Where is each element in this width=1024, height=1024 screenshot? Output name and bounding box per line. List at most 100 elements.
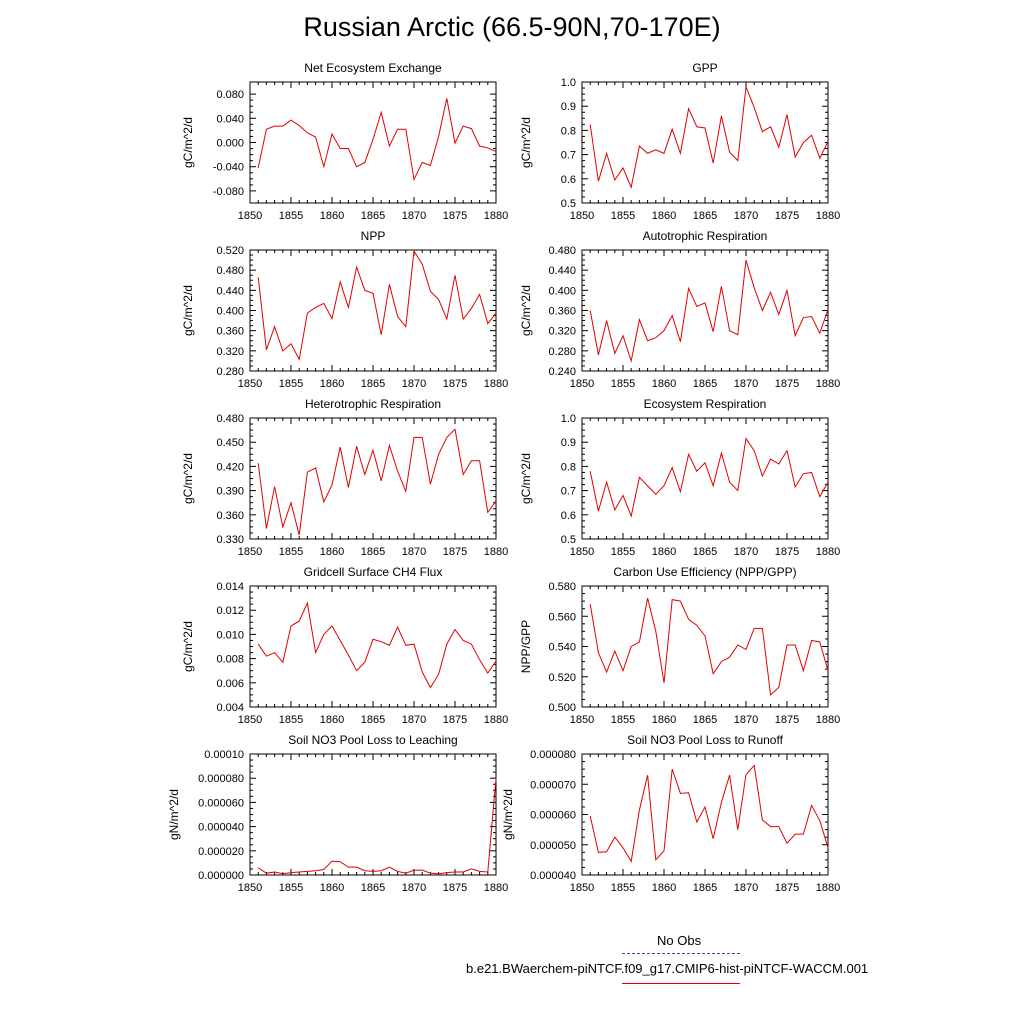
series-line bbox=[589, 259, 829, 363]
x-tick-label: 1865 bbox=[693, 714, 717, 726]
plot-frame bbox=[249, 81, 497, 204]
x-tick-label: 1865 bbox=[693, 378, 717, 390]
chart-panel-1: Net Ecosystem Exchange 1850 1855 1860 1865 18… bbox=[181, 61, 508, 222]
series-line bbox=[589, 86, 829, 189]
x-tick-label: 1865 bbox=[361, 546, 385, 558]
x-tick-label: 1855 bbox=[279, 210, 303, 222]
x-tick-label: 1870 bbox=[402, 546, 426, 558]
x-tick-label: 1865 bbox=[361, 378, 385, 390]
x-tick-label: 1865 bbox=[693, 210, 717, 222]
y-axis-label: gC/m^2/d bbox=[519, 117, 533, 168]
chart-panel-6: Ecosystem Respiration 1850 1855 1860 1865 187… bbox=[519, 397, 840, 558]
x-tick-label: 1860 bbox=[320, 882, 344, 894]
chart-panel-3: NPP 1850 1855 1860 1865 1870 1875 1880 0.280 0.32… bbox=[181, 229, 508, 390]
y-tick-label: 0.9 bbox=[561, 101, 576, 113]
x-tick-label: 1860 bbox=[320, 378, 344, 390]
y-axis-label: NPP/GPP bbox=[519, 620, 533, 673]
y-tick-label: 0.9 bbox=[561, 437, 576, 449]
x-tick-label: 1850 bbox=[570, 378, 594, 390]
y-tick-label: 0.000070 bbox=[530, 779, 576, 791]
y-tick-label: 0.012 bbox=[216, 605, 244, 617]
chart-title: Ecosystem Respiration bbox=[644, 397, 767, 411]
x-tick-label: 1875 bbox=[775, 378, 799, 390]
x-tick-label: 1860 bbox=[652, 378, 676, 390]
x-tick-label: 1860 bbox=[652, 882, 676, 894]
x-tick-label: 1855 bbox=[611, 714, 635, 726]
x-tick-label: 1880 bbox=[484, 714, 508, 726]
y-tick-label: 0.040 bbox=[216, 113, 244, 125]
y-tick-label: 0.280 bbox=[216, 366, 244, 378]
chart-panel-10: Soil NO3 Pool Loss to Runoff 1850 1855 1860… bbox=[501, 733, 840, 894]
y-tick-label: 0.000020 bbox=[198, 846, 244, 858]
y-tick-label: 0.520 bbox=[548, 672, 576, 684]
y-tick-label: 0.6 bbox=[561, 510, 576, 522]
x-tick-label: 1870 bbox=[734, 882, 758, 894]
y-tick-label: 0.360 bbox=[548, 306, 576, 318]
plot-frame bbox=[249, 249, 497, 372]
y-tick-label: 0.540 bbox=[548, 642, 576, 654]
y-tick-label: 1.0 bbox=[561, 77, 576, 89]
x-tick-label: 1880 bbox=[816, 882, 840, 894]
x-tick-label: 1875 bbox=[443, 714, 467, 726]
plot-frame bbox=[249, 753, 497, 876]
y-tick-label: 0.580 bbox=[548, 581, 576, 593]
x-tick-label: 1855 bbox=[611, 378, 635, 390]
x-tick-label: 1875 bbox=[443, 378, 467, 390]
y-tick-label: 0.7 bbox=[561, 486, 576, 498]
x-tick-label: 1850 bbox=[570, 210, 594, 222]
series-line bbox=[257, 98, 497, 182]
y-axis-label: gN/m^2/d bbox=[167, 789, 181, 840]
y-tick-label: 0.000060 bbox=[530, 810, 576, 822]
y-tick-label: 0.5 bbox=[561, 198, 576, 210]
y-tick-label: 0.390 bbox=[216, 486, 244, 498]
y-tick-label: 0.008 bbox=[216, 654, 244, 666]
x-tick-label: 1880 bbox=[816, 714, 840, 726]
y-tick-label: 0.330 bbox=[216, 534, 244, 546]
y-tick-label: 0.000040 bbox=[530, 870, 576, 882]
x-tick-label: 1860 bbox=[320, 210, 344, 222]
x-tick-label: 1850 bbox=[238, 378, 262, 390]
series-line bbox=[589, 437, 829, 518]
y-axis-label: gN/m^2/d bbox=[501, 789, 515, 840]
y-tick-label: 0.7 bbox=[561, 150, 576, 162]
x-tick-label: 1860 bbox=[652, 546, 676, 558]
y-tick-label: 0.000040 bbox=[198, 822, 244, 834]
y-tick-label: 0.400 bbox=[216, 306, 244, 318]
series-line bbox=[257, 601, 497, 689]
x-tick-label: 1870 bbox=[402, 882, 426, 894]
x-tick-label: 1855 bbox=[611, 210, 635, 222]
y-tick-label: 0.480 bbox=[216, 413, 244, 425]
y-tick-label: 0.00010 bbox=[204, 749, 244, 761]
y-tick-label: 0.000 bbox=[216, 138, 244, 150]
y-axis-label: gC/m^2/d bbox=[181, 285, 195, 336]
y-tick-label: 0.280 bbox=[548, 346, 576, 358]
x-tick-label: 1870 bbox=[734, 210, 758, 222]
y-tick-label: 0.420 bbox=[216, 461, 244, 473]
y-tick-label: 1.0 bbox=[561, 413, 576, 425]
x-tick-label: 1875 bbox=[443, 546, 467, 558]
y-tick-label: 0.000000 bbox=[198, 870, 244, 882]
series-line bbox=[589, 764, 829, 863]
plot-frame bbox=[249, 417, 497, 540]
x-tick-label: 1850 bbox=[238, 882, 262, 894]
y-tick-label: 0.000060 bbox=[198, 797, 244, 809]
y-tick-label: 0.450 bbox=[216, 437, 244, 449]
y-tick-label: 0.5 bbox=[561, 534, 576, 546]
x-tick-label: 1880 bbox=[484, 378, 508, 390]
y-tick-label: 0.000080 bbox=[198, 773, 244, 785]
x-tick-label: 1860 bbox=[652, 210, 676, 222]
x-tick-label: 1865 bbox=[693, 546, 717, 558]
y-tick-label: 0.080 bbox=[216, 89, 244, 101]
x-tick-label: 1865 bbox=[693, 882, 717, 894]
y-tick-label: 0.400 bbox=[548, 285, 576, 297]
chart-panel-4: Autotrophic Respiration 1850 1855 1860 1865 1… bbox=[519, 229, 840, 390]
plot-frame bbox=[249, 585, 497, 708]
x-tick-label: 1855 bbox=[611, 882, 635, 894]
y-tick-label: 0.000050 bbox=[530, 840, 576, 852]
x-tick-label: 1855 bbox=[279, 546, 303, 558]
x-tick-label: 1875 bbox=[775, 714, 799, 726]
chart-title: GPP bbox=[692, 61, 717, 75]
y-axis-label: gC/m^2/d bbox=[181, 621, 195, 672]
y-axis-label: gC/m^2/d bbox=[519, 453, 533, 504]
x-tick-label: 1860 bbox=[652, 714, 676, 726]
